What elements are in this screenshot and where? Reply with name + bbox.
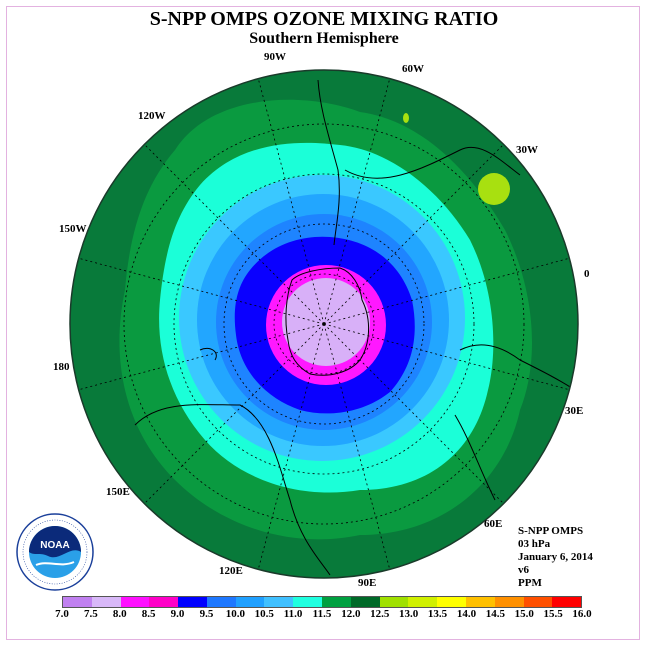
- colorbar-swatch: [149, 597, 179, 607]
- ozone-region-8: [282, 278, 370, 366]
- lon-label-90w: 90W: [264, 51, 286, 63]
- info-pressure: 03 hPa: [518, 538, 551, 550]
- meridian-line: [256, 323, 325, 576]
- meridian-line: [139, 323, 325, 509]
- australia-coast: [134, 404, 331, 576]
- colorbar-tick-label: 11.5: [312, 608, 332, 620]
- colorbar: [62, 596, 582, 608]
- colorbar-tick-label: 8.5: [141, 608, 156, 620]
- map-boundary: [69, 69, 579, 579]
- meridian-line: [72, 323, 325, 392]
- info-instrument: S-NPP OMPS: [518, 525, 584, 537]
- colorbar-swatch: [350, 597, 380, 607]
- colorbar-tick-label: 13.5: [427, 608, 448, 620]
- colorbar-tick-label: 9.0: [170, 608, 185, 620]
- ozone-blob-small: [403, 113, 409, 123]
- colorbar-tick-label: 7.0: [55, 608, 69, 620]
- colorbar-labels: 7.0 7.5 8.0 8.5 9.0 9.5 10.0 10.5 11.0 11.5 12.0 12…: [55, 608, 592, 622]
- colorbar-swatch: [120, 597, 150, 607]
- lon-label-180: 180: [53, 361, 70, 373]
- africa-coast: [459, 344, 578, 393]
- colorbar-tick-label: 11.0: [283, 608, 303, 620]
- lon-label-150w: 150W: [59, 223, 87, 235]
- map-subtitle: Southern Hemisphere: [249, 30, 399, 47]
- colorbar-swatch: [523, 597, 553, 607]
- colorbar-tick-label: 9.5: [199, 608, 214, 620]
- lon-label-90e: 90E: [358, 577, 377, 589]
- colorbar-tick-label: 15.0: [514, 608, 534, 620]
- colorbar-swatch: [437, 597, 466, 607]
- info-units: PPM: [518, 577, 542, 589]
- colorbar-swatch: [264, 597, 294, 607]
- meridian-line: [323, 72, 392, 325]
- map-title: S-NPP OMPS OZONE MIXING RATIO: [149, 8, 499, 30]
- meridian-line: [323, 323, 392, 576]
- ozone-blob-12-5: [478, 173, 510, 205]
- lon-label-60e: 60E: [484, 518, 503, 530]
- colorbar-swatch: [63, 597, 92, 607]
- figure-frame: [6, 6, 640, 640]
- colorbar-swatch: [206, 597, 236, 607]
- colorbar-swatch: [322, 597, 351, 607]
- colorbar-swatch: [178, 597, 207, 607]
- colorbar-tick-label: 10.5: [254, 608, 274, 620]
- colorbar-swatch: [494, 597, 524, 607]
- colorbar-swatch: [379, 597, 409, 607]
- colorbar-swatch: [235, 597, 265, 607]
- colorbar-tick-label: 14.0: [456, 608, 477, 620]
- colorbar-tick-label: 12.0: [341, 608, 361, 620]
- meridian-line: [323, 139, 509, 325]
- lon-label-120e: 120E: [219, 565, 243, 577]
- colorbar-tick-label: 14.5: [485, 608, 505, 620]
- colorbar-swatch: [465, 597, 495, 607]
- island-coast: [199, 347, 217, 361]
- meridian-line: [139, 139, 325, 325]
- colorbar-tick-label: 12.5: [370, 608, 390, 620]
- lon-label-30e: 30E: [565, 405, 584, 417]
- info-block: S-NPP OMPS 03 hPa January 6, 2014 v6 PPM: [518, 525, 593, 590]
- meridian-line: [323, 256, 576, 325]
- lon-label-60w: 60W: [402, 63, 424, 75]
- colorbar-tick-label: 15.5: [543, 608, 563, 620]
- lon-label-120w: 120W: [138, 110, 166, 122]
- colorbar-tick-label: 10.0: [225, 608, 245, 620]
- meridian-line: [72, 256, 325, 325]
- info-version: v6: [518, 564, 529, 576]
- lon-label-30w: 30W: [516, 144, 538, 156]
- info-date: January 6, 2014: [518, 551, 593, 563]
- colorbar-swatch: [552, 597, 582, 607]
- south-america-coast-east: [344, 146, 521, 179]
- colorbar-swatch: [408, 597, 438, 607]
- colorbar-tick-label: 7.5: [84, 608, 98, 620]
- meridian-line: [323, 323, 576, 392]
- meridian-line: [256, 72, 325, 325]
- colorbar-tick-label: 13.0: [399, 608, 419, 620]
- graticule: [72, 72, 576, 576]
- lon-label-0: 0: [584, 268, 590, 280]
- colorbar-swatch: [91, 597, 121, 607]
- colorbar-swatch: [293, 597, 323, 607]
- lon-label-150e: 150E: [106, 486, 130, 498]
- meridian-line: [323, 323, 509, 509]
- colorbar-tick-label: 8.0: [112, 608, 127, 620]
- colorbar-tick-label: 16.0: [572, 608, 592, 620]
- south-america-coast: [317, 79, 340, 246]
